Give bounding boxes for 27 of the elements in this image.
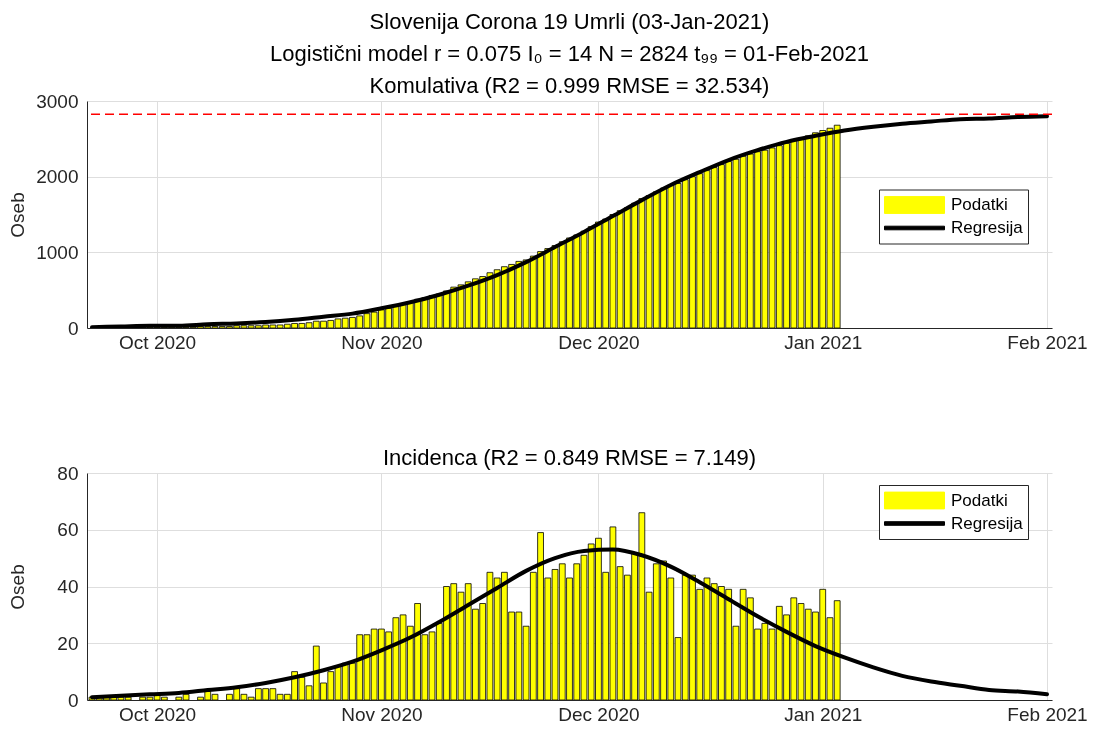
y-axis-title: Oseb <box>6 192 28 238</box>
chart-title: Slovenija Corona 19 Umrli (03-Jan-2021) Logistični model r = 0.075 I₀ = 14 N = 2824 t₉₉ = 01-Feb-2021 Komulativa (R2 = 0.999 RMSE = 32.534) <box>270 9 869 98</box>
x-tick-label: Nov 2020 <box>341 703 423 725</box>
y-tick-label: 80 <box>57 462 79 484</box>
y-tick-label: 2000 <box>36 166 79 188</box>
y-tick-label: 20 <box>57 632 79 654</box>
x-tick-label: Feb 2021 <box>1007 331 1088 353</box>
y-tick-label: 40 <box>57 576 79 597</box>
chart-title: Incidenca (R2 = 0.849 RMSE = 7.149) <box>383 445 756 470</box>
x-tick-label: Oct 2020 <box>119 703 197 725</box>
y-tick-label: 3000 <box>36 90 79 112</box>
legend-label: Podatki <box>951 195 1008 214</box>
x-tick-label: Jan 2021 <box>784 331 863 353</box>
x-tick-label: Nov 2020 <box>341 331 423 353</box>
y-tick-label: 0 <box>67 689 79 711</box>
y-axis-title: Oseb <box>6 564 28 610</box>
legend-label: Regresija <box>951 218 1024 237</box>
x-tick-label: Feb 2021 <box>1007 703 1088 725</box>
legend-label: Podatki <box>951 490 1008 510</box>
legend-label: Regresija <box>951 513 1024 533</box>
x-tick-label: Oct 2020 <box>119 331 197 353</box>
x-tick-label: Dec 2020 <box>558 703 640 725</box>
y-tick-label: 0 <box>67 317 79 339</box>
x-tick-label: Jan 2021 <box>784 703 863 725</box>
y-tick-label: 60 <box>57 519 79 541</box>
y-tick-label: 1000 <box>36 241 79 263</box>
x-tick-label: Dec 2020 <box>558 331 640 353</box>
